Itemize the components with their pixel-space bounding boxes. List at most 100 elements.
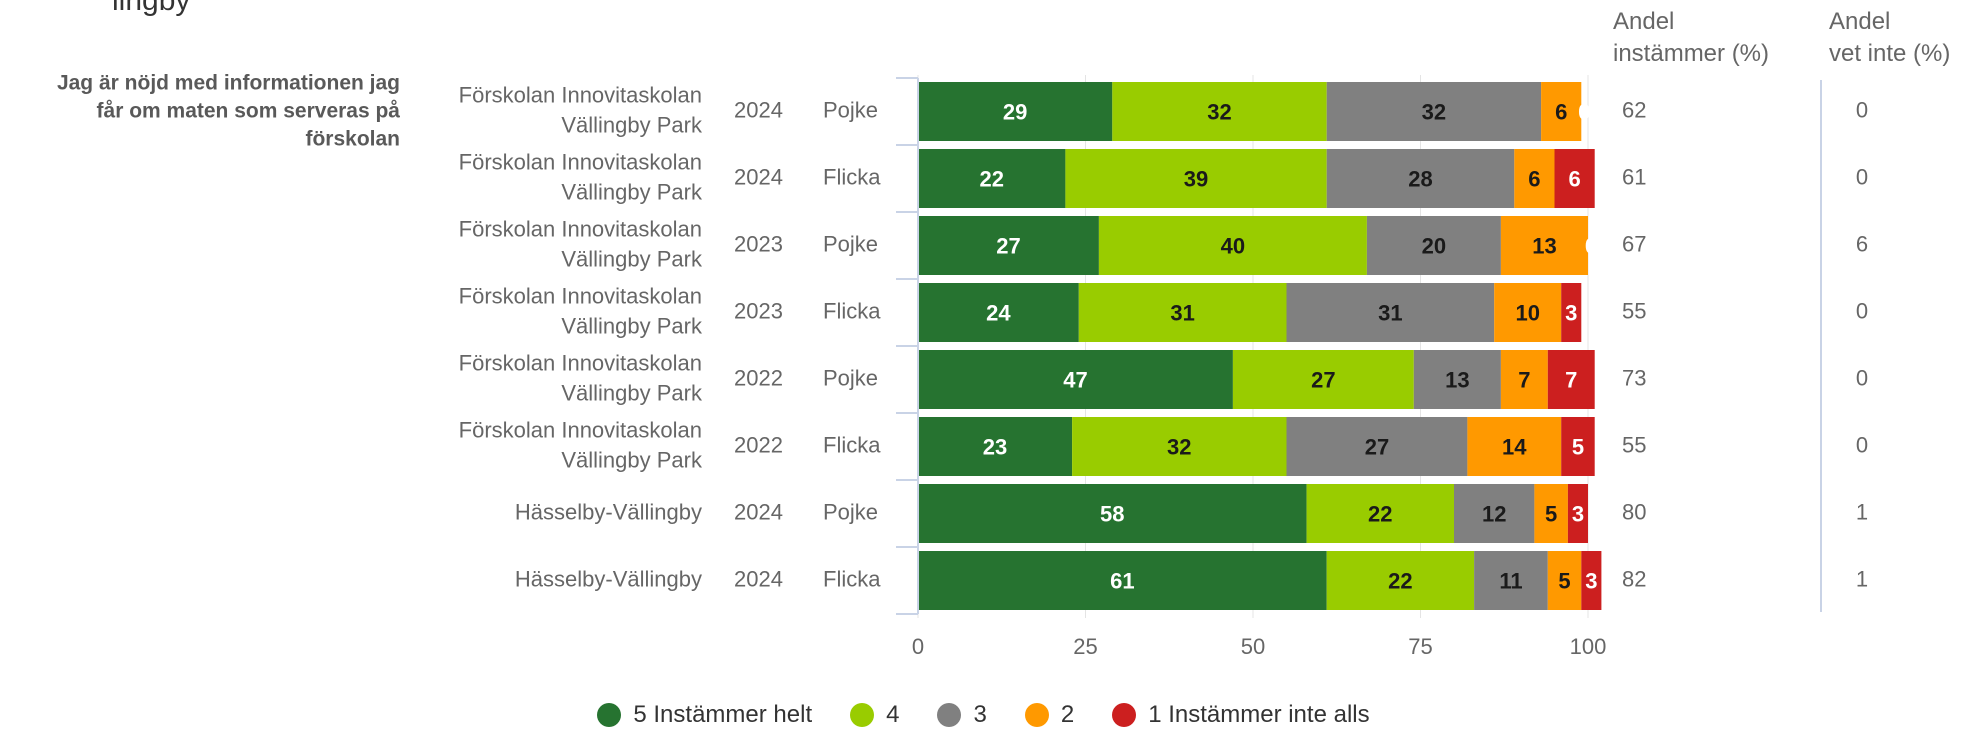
row-8-unit: Hässelby-Vällingby bbox=[515, 566, 702, 591]
bar-row-8-segment-4 bbox=[1547, 551, 1582, 610]
label-row-5-segment-5: 7 bbox=[1565, 367, 1577, 392]
bar-row-8-segment-3 bbox=[1474, 551, 1548, 610]
bar-row-2-segment-5 bbox=[1554, 149, 1595, 208]
legend-item-2[interactable]: 2 bbox=[1024, 701, 1074, 729]
header-instammer-line2: instämmer (%) bbox=[1613, 40, 1770, 67]
label-row-8-segment-3: 11 bbox=[1499, 568, 1522, 593]
legend-item-5[interactable]: 5 Instämmer helt bbox=[597, 701, 812, 729]
row-3-year: 2023 bbox=[734, 231, 783, 256]
row-2-unit-line1: Förskolan Innovitaskolan bbox=[459, 149, 702, 174]
row-1-year: 2024 bbox=[734, 97, 783, 122]
row-4-unit-line2: Vällingby Park bbox=[561, 313, 703, 338]
row-5-year: 2022 bbox=[734, 365, 783, 390]
label-row-3-segment-5: 0 bbox=[1585, 233, 1597, 258]
x-tick-label-100: 100 bbox=[1570, 634, 1607, 659]
label-row-8-segment-4: 5 bbox=[1558, 568, 1570, 593]
label-row-1-segment-1: 29 bbox=[1003, 99, 1027, 124]
label-row-2-segment-2: 39 bbox=[1184, 166, 1208, 191]
legend-label-1: 1 Instämmer inte alls bbox=[1148, 701, 1370, 728]
legend-item-1[interactable]: 1 Instämmer inte alls bbox=[1112, 701, 1370, 729]
header-vet-inte-line2: vet inte (%) bbox=[1829, 40, 1951, 67]
row-7-andel-instammer: 80 bbox=[1622, 499, 1646, 524]
bar-row-7-segment-4 bbox=[1534, 484, 1568, 543]
bar-row-1-segment-3 bbox=[1326, 82, 1542, 141]
row-6-andel-instammer: 55 bbox=[1622, 432, 1646, 457]
bar-row-3-segment-3 bbox=[1366, 216, 1501, 275]
row-4-andel-instammer: 55 bbox=[1622, 298, 1646, 323]
row-8-andel-vet-inte: 1 bbox=[1856, 566, 1868, 591]
label-row-6-segment-5: 5 bbox=[1572, 434, 1584, 459]
legend-dot-5 bbox=[597, 703, 622, 727]
bar-row-8-segment-2 bbox=[1326, 551, 1475, 610]
bar-row-7-segment-5 bbox=[1567, 484, 1588, 543]
row-1-andel-instammer: 62 bbox=[1622, 97, 1646, 122]
row-5-gender: Pojke bbox=[823, 365, 878, 390]
label-row-7-segment-3: 12 bbox=[1482, 501, 1506, 526]
legend-item-4[interactable]: 4 bbox=[850, 701, 899, 729]
row-7-gender: Pojke bbox=[823, 499, 878, 524]
row-6-year: 2022 bbox=[734, 432, 783, 457]
label-row-2-segment-5: 6 bbox=[1568, 166, 1580, 191]
label-row-6-segment-4: 14 bbox=[1502, 434, 1527, 459]
label-row-5-segment-2: 27 bbox=[1311, 367, 1335, 392]
bar-row-5-segment-1 bbox=[918, 350, 1233, 409]
bar-row-1-segment-1 bbox=[918, 82, 1113, 141]
bar-row-4-segment-4 bbox=[1494, 283, 1562, 342]
label-row-1-segment-4: 6 bbox=[1555, 99, 1567, 124]
row-1-gender: Pojke bbox=[823, 97, 878, 122]
row-3-unit-line2: Vällingby Park bbox=[561, 246, 703, 271]
header-andel-vet-inte: Andel vet inte (%) bbox=[1829, 6, 1950, 70]
bar-row-3-segment-2 bbox=[1098, 216, 1367, 275]
label-row-4-segment-5: 3 bbox=[1565, 300, 1577, 325]
label-row-4-segment-2: 31 bbox=[1170, 300, 1194, 325]
legend-label-5: 5 Instämmer helt bbox=[633, 701, 813, 728]
row-1-andel-vet-inte: 0 bbox=[1856, 97, 1868, 122]
label-row-4-segment-1: 24 bbox=[986, 300, 1011, 325]
label-row-6-segment-2: 32 bbox=[1167, 434, 1191, 459]
legend-dot-4 bbox=[850, 703, 875, 727]
bar-row-3-segment-4 bbox=[1500, 216, 1588, 275]
header-andel-instammer: Andel instämmer (%) bbox=[1613, 6, 1769, 70]
bar-row-6-segment-1 bbox=[918, 417, 1073, 476]
question-label-line-2: får om maten som serveras på bbox=[97, 100, 401, 123]
row-1-unit-line2: Vällingby Park bbox=[561, 112, 703, 137]
bar-row-8-segment-1 bbox=[918, 551, 1327, 610]
bar-row-7-segment-2 bbox=[1306, 484, 1454, 543]
row-2-unit-line2: Vällingby Park bbox=[561, 179, 703, 204]
legend-dot-2 bbox=[1024, 703, 1049, 727]
bar-row-1-segment-2 bbox=[1112, 82, 1327, 141]
label-row-5-segment-4: 7 bbox=[1518, 367, 1530, 392]
label-row-7-segment-1: 58 bbox=[1100, 501, 1124, 526]
bar-row-6-segment-4 bbox=[1467, 417, 1562, 476]
label-row-2-segment-1: 22 bbox=[979, 166, 1003, 191]
legend-item-3[interactable]: 3 bbox=[937, 701, 987, 729]
label-row-3-segment-4: 13 bbox=[1532, 233, 1556, 258]
row-4-andel-vet-inte: 0 bbox=[1856, 298, 1868, 323]
label-row-3-segment-3: 20 bbox=[1422, 233, 1446, 258]
legend: 5 Instämmer helt 4 3 2 1 Instämmer inte … bbox=[0, 698, 1967, 732]
bar-row-1-segment-4 bbox=[1541, 82, 1582, 141]
label-row-6-segment-3: 27 bbox=[1365, 434, 1389, 459]
row-6-andel-vet-inte: 0 bbox=[1856, 432, 1868, 457]
label-row-1-segment-3: 32 bbox=[1422, 99, 1446, 124]
label-row-8-segment-2: 22 bbox=[1388, 568, 1412, 593]
row-1-unit-line1: Förskolan Innovitaskolan bbox=[459, 82, 702, 107]
row-3-andel-instammer: 67 bbox=[1622, 231, 1646, 256]
label-row-2-segment-4: 6 bbox=[1528, 166, 1540, 191]
row-5-andel-instammer: 73 bbox=[1622, 365, 1646, 390]
label-row-3-segment-2: 40 bbox=[1221, 233, 1245, 258]
bar-row-5-segment-5 bbox=[1547, 350, 1595, 409]
label-row-7-segment-4: 5 bbox=[1545, 501, 1557, 526]
label-row-5-segment-3: 13 bbox=[1445, 367, 1469, 392]
bar-row-5-segment-4 bbox=[1500, 350, 1548, 409]
row-2-gender: Flicka bbox=[823, 164, 881, 189]
label-row-6-segment-1: 23 bbox=[983, 434, 1007, 459]
bar-row-7-segment-1 bbox=[918, 484, 1307, 543]
bar-row-4-segment-5 bbox=[1561, 283, 1582, 342]
label-row-7-segment-2: 22 bbox=[1368, 501, 1392, 526]
bar-row-3-segment-1 bbox=[918, 216, 1099, 275]
bar-row-4-segment-2 bbox=[1078, 283, 1287, 342]
row-6-gender: Flicka bbox=[823, 432, 881, 457]
top-cut-text: lingby bbox=[112, 0, 191, 17]
row-7-unit: Hässelby-Vällingby bbox=[515, 499, 702, 524]
